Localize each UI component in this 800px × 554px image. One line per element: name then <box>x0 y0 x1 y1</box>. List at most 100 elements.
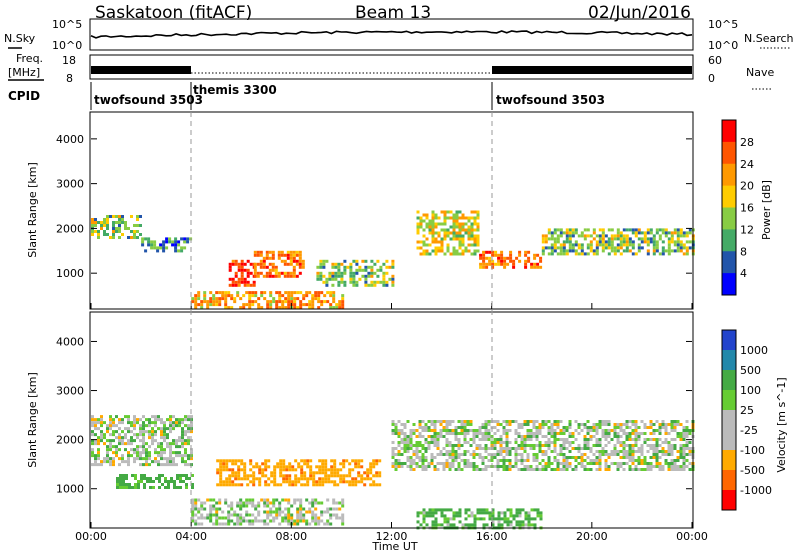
power-cell-r7 <box>509 256 513 260</box>
power-cell-r2 <box>249 271 253 275</box>
velocity-cell-r0 <box>175 463 178 467</box>
velocity-cell-r4 <box>520 441 524 444</box>
velocity-cell-r0 <box>151 415 154 419</box>
velocity-cell-r3 <box>242 519 246 523</box>
velocity-cell-r0 <box>97 448 100 452</box>
velocity-cell-r0 <box>100 418 103 422</box>
power-cell-r8 <box>673 249 677 253</box>
velocity-cell-r2 <box>345 459 349 463</box>
velocity-cell-r0 <box>118 433 121 437</box>
power-cell-r8 <box>553 237 557 241</box>
velocity-cell-r3 <box>287 522 291 526</box>
velocity-cell-r4 <box>526 465 530 468</box>
power-cell-r4 <box>251 294 255 298</box>
power-cell-r3 <box>292 265 296 269</box>
velocity-cell-r4 <box>655 429 659 432</box>
velocity-cell-r5 <box>464 523 468 527</box>
power-cell-r7 <box>479 253 483 257</box>
power-cell-r1 <box>174 249 178 253</box>
velocity-cell-r1 <box>158 477 161 480</box>
velocity-cell-r4 <box>391 462 395 465</box>
power-cell-r3 <box>289 271 293 275</box>
velocity-cell-r1 <box>137 483 140 486</box>
velocity-cell-r5 <box>527 517 531 521</box>
power-cell-r3 <box>292 256 296 260</box>
power-cell-r7 <box>536 265 540 269</box>
nsky-tick-bottom: 10^0 <box>52 39 82 52</box>
velocity-cell-r0 <box>166 427 169 431</box>
velocity-cell-r2 <box>375 459 379 463</box>
velocity-cell-r1 <box>155 477 158 480</box>
velocity-cell-r2 <box>324 471 328 475</box>
velocity-cell-r4 <box>547 459 551 462</box>
velocity-cell-r3 <box>329 513 333 517</box>
velocity-cell-r2 <box>279 471 283 475</box>
velocity-cell-r2 <box>273 483 277 487</box>
power-cell-r6 <box>434 213 438 217</box>
velocity-cell-r4 <box>583 468 587 471</box>
velocity-cell-r4 <box>661 447 665 450</box>
power-cell-r4 <box>194 303 198 307</box>
velocity-cell-r0 <box>154 439 157 443</box>
velocity-cell-r4 <box>562 444 566 447</box>
velocity-cell-r4 <box>646 465 650 468</box>
power-cell-r4 <box>263 297 267 301</box>
velocity-cell-r2 <box>339 468 343 472</box>
velocity-cell-r0 <box>109 445 112 449</box>
power-cell-r6 <box>455 231 459 235</box>
velocity-cell-r4 <box>406 420 410 423</box>
power-cell-r5 <box>352 277 356 281</box>
velocity-cell-r3 <box>251 504 255 508</box>
velocity-cell-r4 <box>682 459 686 462</box>
velocity-cell-r0 <box>142 436 145 440</box>
velocity-cell-r4 <box>475 429 479 432</box>
velocity-cell-r5 <box>434 523 438 527</box>
velocity-cell-r4 <box>577 462 581 465</box>
power-cell-r6 <box>458 228 462 232</box>
velocity-cell-r0 <box>184 424 187 428</box>
velocity-cell-r1 <box>116 486 119 489</box>
power-cell-r6 <box>419 216 423 220</box>
power-cell-r8 <box>565 252 569 256</box>
power-cell-r8 <box>559 234 563 238</box>
velocity-cell-r4 <box>652 450 656 453</box>
power-cell-r4 <box>230 297 234 301</box>
velocity-cell-r4 <box>454 432 458 435</box>
power-cell-r8 <box>595 240 599 244</box>
power-cell-r2 <box>246 271 250 275</box>
velocity-cell-r1 <box>119 477 122 480</box>
velocity-cell-r4 <box>541 423 545 426</box>
velocity-colorbar-tick: -500 <box>740 464 765 477</box>
power-cell-r6 <box>476 225 480 229</box>
power-cell-r6 <box>428 228 432 232</box>
velocity-cell-r4 <box>532 435 536 438</box>
power-cell-r1 <box>144 249 148 253</box>
velocity-cell-r0 <box>157 463 160 467</box>
power-cell-r8 <box>673 231 677 235</box>
velocity-cell-r4 <box>583 423 587 426</box>
power-cell-r6 <box>449 216 453 220</box>
velocity-cell-r3 <box>278 513 282 517</box>
velocity-cell-r4 <box>607 465 611 468</box>
velocity-cell-r0 <box>121 418 124 422</box>
velocity-cell-r4 <box>616 441 620 444</box>
velocity-cell-r4 <box>682 450 686 453</box>
power-cell-r4 <box>248 291 252 295</box>
velocity-cell-r4 <box>397 462 401 465</box>
power-cell-r3 <box>268 271 272 275</box>
velocity-cell-r2 <box>279 459 283 463</box>
velocity-cell-r4 <box>550 426 554 429</box>
velocity-colorbar-swatch <box>722 470 736 491</box>
velocity-cell-r2 <box>252 483 256 487</box>
power-colorbar-tick: 16 <box>740 202 754 215</box>
velocity-colorbar-tick: -25 <box>740 424 758 437</box>
velocity-cell-r4 <box>523 444 527 447</box>
velocity-cell-r4 <box>598 468 602 471</box>
power-cell-r8 <box>544 246 548 250</box>
velocity-cell-r4 <box>583 438 587 441</box>
velocity-cell-r4 <box>616 426 620 429</box>
velocity-cell-r4 <box>619 441 623 444</box>
velocity-cell-r2 <box>249 474 253 478</box>
power-cell-r6 <box>431 231 435 235</box>
